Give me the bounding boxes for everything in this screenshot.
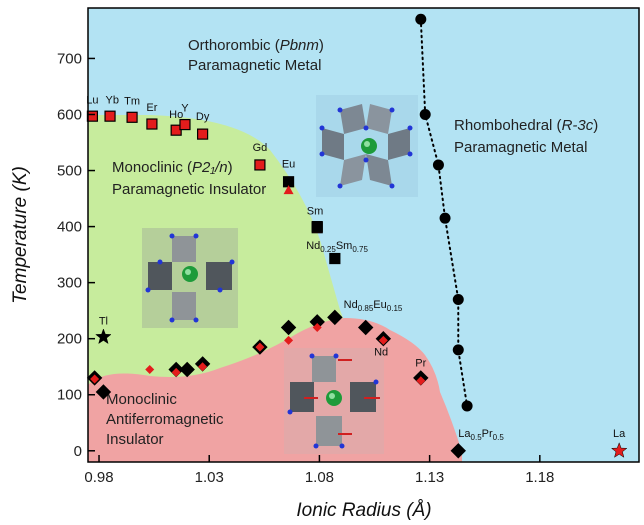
data-point-diamond [378,335,388,345]
axis-ticks: 0.98 1.03 1.08 1.13 1.18 0 100 200 300 400 500 600 7… [57,50,554,486]
element-label: Tl [99,316,108,328]
element-label: Y [181,103,189,115]
y-tick-label: 100 [57,387,82,404]
x-tick-label: 1.08 [305,469,334,486]
data-point-square [104,110,116,122]
data-point-diamond [145,365,155,375]
element-label: Nd [374,347,388,359]
element-label: Yb [106,94,119,106]
data-point-diamond [95,384,112,400]
data-point-diamond [327,309,343,326]
element-label: Lu [86,94,98,106]
data-point-diamond [450,443,466,459]
x-tick-label: 1.03 [195,469,224,486]
region-label-insulator: Monoclinic (P2₁/n) [112,159,233,176]
data-point-diamond [312,322,322,332]
y-tick-label: 400 [57,219,82,236]
element-label: Sm [307,205,324,217]
data-point-square [197,128,209,140]
crystal-structure-insets [142,95,418,454]
data-point-square [311,220,323,233]
data-point-square [254,159,266,171]
region-label-afm-line3: Insulator [106,431,164,448]
region-label-insulator-line2: Paramagnetic Insulator [112,181,266,198]
region-label-rhombohedral-line2: Paramagnetic Metal [454,139,587,156]
y-axis-title: Temperature (K) [10,166,31,304]
y-tick-label: 500 [57,163,82,180]
data-point-circle [452,344,464,356]
data-point-diamond [280,319,297,336]
data-point-circle [419,108,431,120]
region-label-orthorhombic: Orthorombic (Pbnm) [188,37,324,54]
data-point-diamond [284,335,294,345]
formula-label: La0.5Pr0.5 [458,428,504,442]
element-label: Gd [253,142,268,154]
data-point-square [329,252,341,265]
data-point-star [610,442,628,458]
region-label-orthorhombic-line2: Paramagnetic Metal [188,57,321,74]
data-point-square [146,118,158,130]
data-point-diamond [171,367,181,377]
element-label: Eu [282,159,295,171]
y-tick-label: 700 [57,50,82,67]
crystal-structure-inset-orthorhombic [316,95,418,197]
y-tick-label: 200 [57,331,82,348]
data-point-circle [461,400,473,412]
data-point-diamond [198,362,208,372]
element-label: Er [146,102,157,114]
data-point-square [179,118,191,131]
crystal-structure-inset-antiferromagnetic [284,348,384,454]
data-point-star [95,328,112,345]
formula-label: Nd0.25Sm0.75 [306,240,368,254]
data-point-diamond [255,342,265,352]
formula-label: Nd0.85Eu0.15 [344,299,403,313]
data-point-square [170,124,182,136]
data-point-diamond [357,319,374,336]
element-label: Dy [196,111,210,123]
data-point-square [86,110,99,122]
data-point-circle [415,13,427,25]
data-point-diamond [416,376,426,386]
data-point-square [126,111,138,123]
region-label-rhombohedral: Rhombohedral (R-3c) [454,117,598,134]
element-label: La [613,428,626,440]
x-tick-label: 1.18 [525,469,554,486]
y-tick-label: 600 [57,106,82,123]
crystal-structure-inset-monoclinic [142,228,238,328]
element-label: Ho [169,109,183,121]
plot-frame [87,7,640,463]
data-point-circle [439,212,451,224]
data-markers [86,13,628,459]
x-tick-label: 0.98 [84,469,113,486]
point-labels: Lu Yb Tm Er HoY Dy Gd Eu Sm Tl Nd Pr La Nd0.25Sm0.75 N… [86,94,626,441]
x-axis-title: Ionic Radius (Å) [296,500,431,521]
element-label: Pr [415,358,426,370]
data-point-diamond [179,361,195,378]
y-tick-label: 0 [74,443,82,460]
data-point-circle [432,159,444,171]
region-labels: Orthorombic (Pbnm) Paramagnetic Metal Rh… [106,37,598,448]
data-point-diamond [90,374,100,384]
x-tick-label: 1.13 [415,469,444,486]
region-label-afm-line1: Monoclinic [106,391,177,408]
data-point-circle [452,293,464,305]
data-point-triangle [283,185,294,195]
y-tick-label: 300 [57,275,82,292]
element-label: Tm [124,95,140,107]
region-label-afm-line2: Antiferromagnetic [106,411,224,428]
